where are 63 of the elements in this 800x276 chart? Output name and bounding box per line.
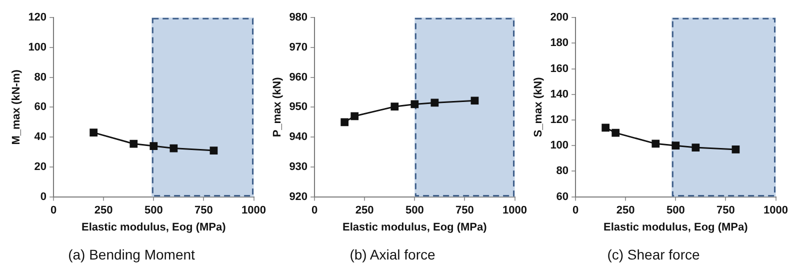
y-tick-label: 80 xyxy=(34,71,47,84)
y-tick-label: 40 xyxy=(34,131,47,144)
y-tick-label: 100 xyxy=(28,42,47,54)
y-tick-label: 940 xyxy=(289,131,308,144)
x-tick-label: 250 xyxy=(94,204,113,216)
text: (a) Bending Moment xyxy=(68,246,196,262)
y-axis-title: S_max (kN) xyxy=(532,76,545,138)
x-tick-label: 500 xyxy=(666,204,685,216)
point xyxy=(410,100,419,108)
y-tick-label: 80 xyxy=(556,165,569,178)
text: (b) Axial force xyxy=(350,246,436,262)
x-tick-label: 0 xyxy=(572,204,579,216)
point xyxy=(390,102,399,111)
point xyxy=(602,124,610,132)
point xyxy=(130,140,138,148)
y-tick-label: 100 xyxy=(550,140,569,152)
point xyxy=(350,112,359,120)
y-tick-label: 960 xyxy=(289,71,308,84)
point xyxy=(210,146,218,154)
point xyxy=(340,118,349,126)
point xyxy=(470,96,479,105)
point xyxy=(732,146,740,154)
y-tick-label: 970 xyxy=(289,42,308,54)
point xyxy=(150,142,158,150)
x-tick-label: 750 xyxy=(716,204,735,216)
point xyxy=(430,98,439,107)
x-axis-title: Elastic modulus, Eog (MPa) xyxy=(342,222,488,234)
point xyxy=(652,140,660,148)
y-tick-label: 60 xyxy=(34,101,47,114)
point xyxy=(612,128,620,137)
y-tick-label: 60 xyxy=(556,190,569,203)
y-axis-title: P_max (kN) xyxy=(272,76,284,138)
y-tick-label: 180 xyxy=(550,37,569,50)
point xyxy=(672,142,680,150)
point xyxy=(692,144,700,152)
x-tick-label: 1000 xyxy=(502,204,528,216)
point xyxy=(90,128,98,137)
x-tick-label: 250 xyxy=(355,204,374,216)
x-tick-label: 250 xyxy=(616,204,635,216)
text: (c) Shear force xyxy=(607,246,700,262)
y-tick-label: 920 xyxy=(289,190,308,203)
point xyxy=(170,144,178,152)
y-tick-label: 140 xyxy=(550,88,569,100)
x-tick-label: 0 xyxy=(311,204,318,216)
y-tick-label: 950 xyxy=(289,101,308,114)
y-tick-label: 20 xyxy=(34,160,47,173)
x-axis-title: Elastic modulus, Eog (MPa) xyxy=(604,222,748,234)
y-tick-label: 120 xyxy=(550,114,569,126)
x-tick-label: 500 xyxy=(144,204,163,216)
y-tick-label: 0 xyxy=(40,190,47,203)
x-tick-label: 1000 xyxy=(242,204,266,216)
y-tick-label: 160 xyxy=(550,62,569,75)
x-tick-label: 0 xyxy=(50,204,57,216)
y-tick-label: 200 xyxy=(550,12,569,24)
x-axis-title: Elastic modulus, Eog (MPa) xyxy=(82,222,226,234)
y-tick-label: 930 xyxy=(289,160,308,173)
x-tick-label: 500 xyxy=(405,204,424,216)
x-tick-label: 750 xyxy=(194,204,213,216)
y-axis-title: M_max (kN-m) xyxy=(10,69,23,145)
y-tick-label: 980 xyxy=(289,12,308,24)
x-tick-label: 750 xyxy=(456,204,474,216)
x-tick-label: 1000 xyxy=(764,204,788,216)
y-tick-label: 120 xyxy=(28,12,47,24)
